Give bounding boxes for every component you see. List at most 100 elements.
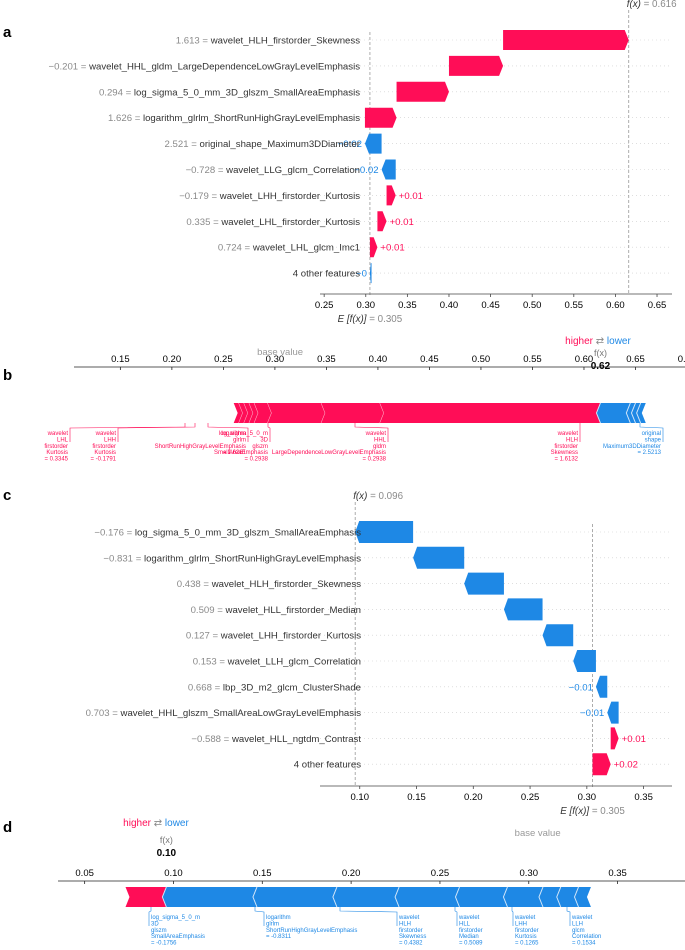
- x-tick-label: 0.15: [253, 868, 272, 879]
- force-label-text: LargeDependenceLowGrayLevelEmphasis: [272, 450, 386, 456]
- higher-lower-legend: higher ⇄ lower: [565, 336, 631, 347]
- waterfall-bar: [503, 30, 629, 50]
- force-label-text: firstorder: [459, 928, 483, 934]
- force-segment-negative: [252, 887, 337, 907]
- waterfall-bar: [369, 263, 372, 284]
- feature-label: −0.831 = logarithm_glrlm_ShortRunHighGra…: [103, 553, 361, 564]
- feature-value: −0.176: [94, 528, 124, 539]
- force-label-text: original: [642, 431, 661, 437]
- force-label-connector: [117, 423, 196, 442]
- force-label-connector: [148, 907, 152, 926]
- feature-label: 0.438 = wavelet_HLH_firstorder_Skewness: [177, 579, 361, 590]
- force-label-text: Correlation: [572, 934, 601, 940]
- waterfall-bar: [386, 185, 396, 206]
- contrib-label: −0.02: [338, 139, 362, 150]
- force-label-text: Skewness: [399, 934, 426, 940]
- ex-eq: =: [367, 314, 378, 325]
- legend-lower: lower: [607, 336, 632, 347]
- x-tick-label: 0.60: [606, 300, 625, 311]
- force-segment-negative: [538, 887, 561, 907]
- feature-eq: =: [209, 191, 220, 202]
- feature-label: 0.668 = lbp_3D_m2_glcm_ClusterShade: [188, 682, 361, 693]
- force-label-text: = 0.3345: [44, 457, 68, 463]
- feature-value: 0.668: [188, 682, 212, 693]
- x-tick-label: 0.65: [648, 300, 667, 311]
- force-label-text: wavelet: [458, 915, 480, 921]
- feature-label: 4 other features: [294, 760, 361, 771]
- force-chart-d: higher ⇄ lower f(x) 0.10 base value 0.05 0.10…: [58, 818, 685, 947]
- fx-symbol: f(x): [627, 0, 641, 10]
- force-label-text: wavelet: [557, 431, 579, 437]
- force-label-text: glszm: [151, 928, 167, 934]
- force-label-text: log_sigma_5_0_m: [219, 431, 268, 437]
- feature-name: wavelet_LLG_glcm_Correlation: [225, 165, 360, 176]
- x-tick-label: 0.15: [111, 354, 130, 365]
- waterfall-bar: [448, 55, 504, 76]
- force-segment-positive: [267, 403, 326, 423]
- force-label-text: gldm: [373, 444, 386, 450]
- force-label-text: HLH: [566, 437, 578, 443]
- ex-value: 0.305: [600, 806, 625, 817]
- force-label-text: glcm: [572, 928, 585, 934]
- force-label-text: ShortRunHighGrayLevelEmphasis: [155, 444, 246, 450]
- feature-label: 0.724 = wavelet_LHL_glcm_Imc1: [218, 243, 360, 254]
- force-segment-negative: [332, 887, 400, 907]
- feature-label: 0.153 = wavelet_LLH_glcm_Correlation: [193, 657, 361, 668]
- feature-label: −0.728 = wavelet_LLG_glcm_Correlation: [186, 165, 360, 176]
- force-segment-divider: [252, 886, 258, 908]
- force-label-text: SmallAreaEmphasis: [214, 450, 268, 456]
- feature-eq: =: [212, 682, 223, 693]
- force-label-connector: [254, 907, 265, 926]
- force-segment-negative: [556, 887, 579, 907]
- fx-eq: =: [367, 491, 378, 502]
- x-tick-label: 0.30: [357, 300, 376, 311]
- force-label-text: firstorder: [44, 444, 68, 450]
- x-tick-label: 0.10: [350, 792, 369, 803]
- panel-letter-d: d: [3, 819, 12, 836]
- fx-label: f(x) = 0.096: [353, 491, 403, 502]
- force-segment-divider: [332, 886, 338, 908]
- force-label-text: Kurtosis: [46, 450, 68, 456]
- force-label-text: wavelet: [95, 431, 117, 437]
- force-label-text: = 0.2938: [244, 457, 268, 463]
- force-label-text: firstorder: [554, 444, 578, 450]
- force-label-text: log_sigma_5_0_m: [151, 915, 200, 921]
- fx-value: 0.10: [157, 848, 177, 859]
- force-segment-positive: [125, 887, 171, 907]
- x-tick-label: 0.45: [420, 354, 439, 365]
- force-label-text: firstorder: [399, 928, 423, 934]
- force-label-connector: [566, 907, 571, 926]
- feature-name: 4 other features: [293, 269, 360, 280]
- feature-eq: =: [215, 605, 226, 616]
- force-label-text: = -0.8311: [266, 934, 292, 940]
- x-tick-label: 0.20: [464, 792, 483, 803]
- x-tick-label: 0.20: [342, 868, 361, 879]
- fx-value: 0.62: [591, 361, 611, 372]
- x-tick-label: 0.40: [440, 300, 459, 311]
- force-label-text: Maximum3DDiameter: [603, 444, 661, 450]
- force-segment-positive: [254, 403, 272, 423]
- feature-name: wavelet_HLH_firstorder_Skewness: [210, 36, 361, 47]
- force-label-text: HLL: [459, 921, 471, 927]
- force-label-text: logarithm: [221, 431, 246, 437]
- feature-name: logarithm_glrlm_ShortRunHighGrayLevelEmp…: [144, 553, 361, 564]
- waterfall-bar: [364, 133, 382, 154]
- waterfall-bar: [396, 81, 449, 102]
- force-label-text: Median: [459, 934, 479, 940]
- feature-label: 0.509 = wavelet_HLL_firstorder_Median: [191, 605, 361, 616]
- feature-label: 1.613 = wavelet_HLH_firstorder_Skewness: [176, 36, 360, 47]
- panel-letter-b: b: [3, 367, 12, 384]
- contrib-label: +0.01: [390, 217, 414, 228]
- feature-name: log_sigma_5_0_mm_3D_glszm_SmallAreaEmpha…: [134, 87, 360, 98]
- force-label-text: = 1.6132: [554, 457, 578, 463]
- feature-label: 0.703 = wavelet_HHL_glszm_SmallAreaLowGr…: [86, 708, 362, 719]
- force-segment-negative: [162, 887, 257, 907]
- feature-value: 0.438: [177, 579, 201, 590]
- waterfall-bar: [464, 572, 504, 595]
- legend-arrows: ⇄: [151, 818, 165, 829]
- feature-name: wavelet_HLL_ngtdm_Contrast: [231, 734, 361, 745]
- force-label-text: LHH: [515, 921, 527, 927]
- feature-eq: =: [242, 243, 253, 254]
- feature-name: wavelet_LHL_glcm_Imc1: [252, 243, 360, 254]
- feature-eq: =: [221, 734, 232, 745]
